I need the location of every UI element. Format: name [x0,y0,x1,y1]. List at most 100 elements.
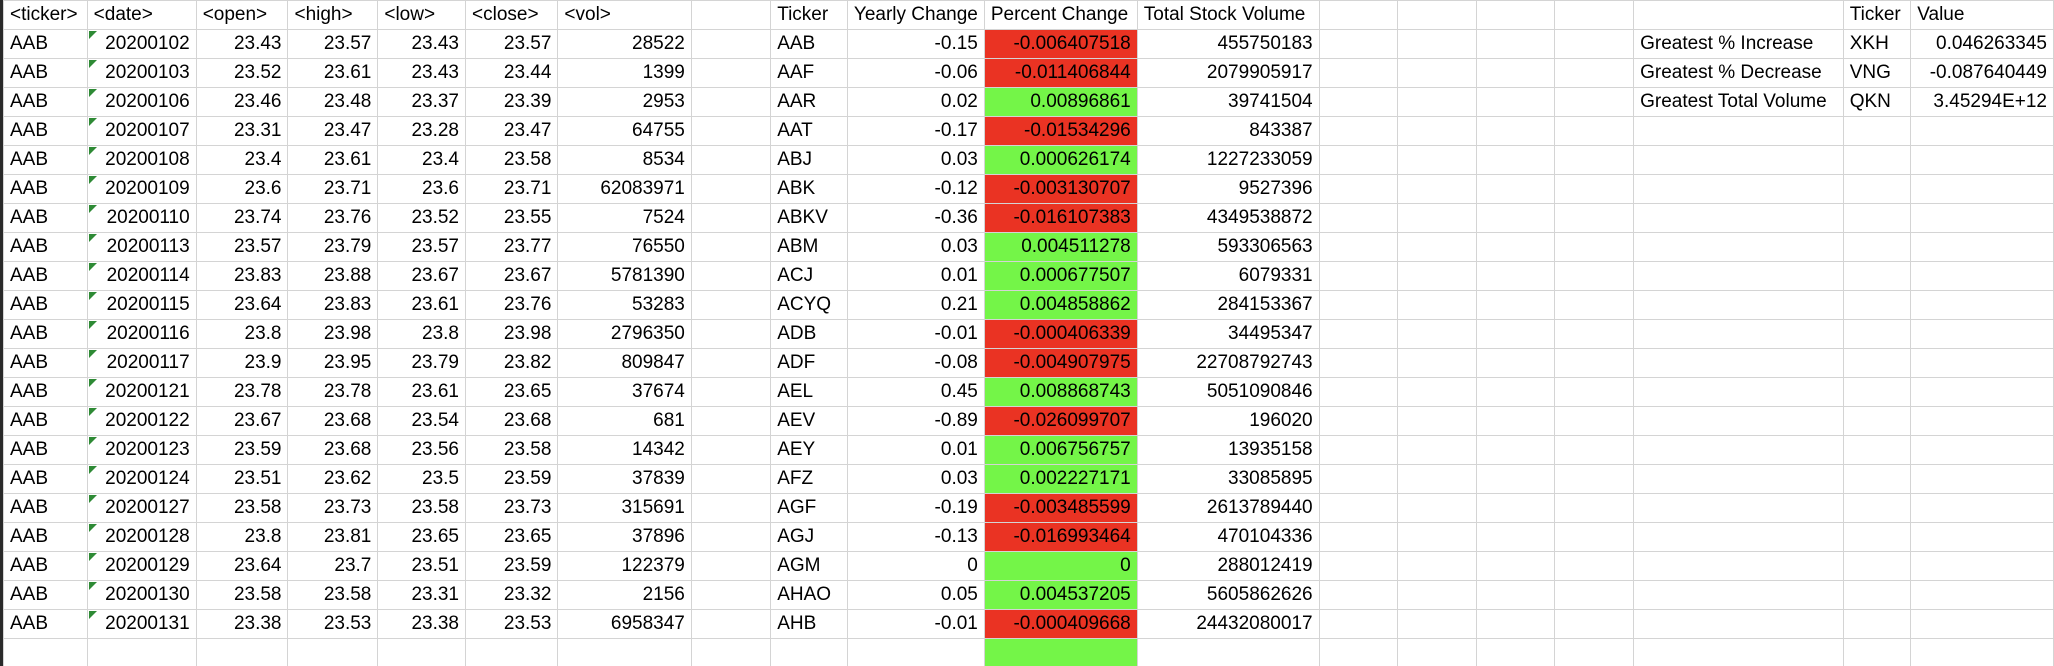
total-volume-cell[interactable]: 9527396 [1136,174,1320,204]
open-cell[interactable]: 23.8 [195,522,289,552]
vol-cell[interactable]: 28522 [557,29,692,59]
empty-cell[interactable] [690,203,772,233]
open-cell[interactable]: 23.31 [195,116,289,146]
empty-cell[interactable] [1910,464,2054,494]
high-cell[interactable]: 23.48 [287,87,379,117]
stat-label-cell[interactable]: Greatest % Increase [1633,29,1844,59]
empty-cell[interactable] [690,145,772,175]
close-cell[interactable]: 23.59 [464,551,559,581]
yearly-change-cell[interactable]: -0.06 [846,58,985,88]
ticker-cell[interactable]: AAB [3,203,88,233]
header-cell[interactable]: <high> [287,0,379,30]
summary-ticker-cell[interactable]: AAB [770,29,848,59]
vol-cell[interactable]: 62083971 [557,174,692,204]
open-cell[interactable]: 23.9 [195,348,289,378]
high-cell[interactable]: 23.7 [287,551,379,581]
date-cell[interactable]: 20200108 [86,145,197,175]
empty-cell[interactable] [1318,638,1399,666]
high-cell[interactable]: 23.47 [287,116,379,146]
vol-cell[interactable]: 315691 [557,493,692,523]
empty-cell[interactable] [1318,0,1399,30]
empty-cell[interactable] [1397,406,1477,436]
empty-cell[interactable] [1554,348,1635,378]
low-cell[interactable]: 23.52 [377,203,466,233]
yearly-change-cell[interactable]: 0.01 [846,435,985,465]
empty-cell[interactable] [1475,348,1556,378]
open-cell[interactable]: 23.58 [195,493,289,523]
high-cell[interactable]: 23.95 [287,348,379,378]
yearly-change-cell[interactable]: -0.01 [846,319,985,349]
empty-cell[interactable] [1554,638,1635,666]
yearly-change-cell[interactable]: -0.15 [846,29,985,59]
empty-cell[interactable] [690,609,772,639]
high-cell[interactable]: 23.79 [287,232,379,262]
empty-cell[interactable] [1475,0,1556,30]
yearly-change-cell[interactable]: -0.89 [846,406,985,436]
close-cell[interactable]: 23.39 [464,87,559,117]
empty-cell[interactable] [1910,638,2054,666]
empty-cell[interactable] [1397,580,1477,610]
empty-cell[interactable] [1554,377,1635,407]
yearly-change-cell[interactable]: -0.01 [846,609,985,639]
header-cell[interactable]: Total Stock Volume [1136,0,1320,30]
empty-cell[interactable] [1475,638,1556,666]
summary-ticker-cell[interactable]: ACJ [770,261,848,291]
empty-cell[interactable] [1554,551,1635,581]
yearly-change-cell[interactable]: -0.19 [846,493,985,523]
vol-cell[interactable]: 2796350 [557,319,692,349]
stat-ticker-cell[interactable]: XKH [1842,29,1912,59]
date-cell[interactable]: 20200102 [86,29,197,59]
summary-ticker-cell[interactable]: AAR [770,87,848,117]
ticker-cell[interactable]: AAB [3,377,88,407]
header-cell[interactable]: <date> [86,0,197,30]
ticker-cell[interactable]: AAB [3,232,88,262]
empty-cell[interactable] [1475,464,1556,494]
empty-cell[interactable] [1842,116,1912,146]
empty-cell[interactable] [1475,145,1556,175]
summary-ticker-cell[interactable]: ABJ [770,145,848,175]
total-volume-cell[interactable]: 843387 [1136,116,1320,146]
summary-ticker-cell[interactable]: ABKV [770,203,848,233]
total-volume-cell[interactable]: 288012419 [1136,551,1320,581]
percent-change-cell[interactable]: -0.016107383 [983,203,1138,233]
empty-cell[interactable] [690,58,772,88]
percent-change-cell[interactable]: -0.003485599 [983,493,1138,523]
summary-ticker-cell[interactable]: AAT [770,116,848,146]
percent-change-cell[interactable]: 0.00896861 [983,87,1138,117]
high-cell[interactable]: 23.58 [287,580,379,610]
empty-cell[interactable] [1554,435,1635,465]
empty-cell[interactable] [1397,203,1477,233]
open-cell[interactable]: 23.51 [195,464,289,494]
vol-cell[interactable]: 2156 [557,580,692,610]
high-cell[interactable]: 23.98 [287,319,379,349]
empty-cell[interactable] [1397,145,1477,175]
yearly-change-cell[interactable]: 0.45 [846,377,985,407]
empty-cell[interactable] [690,348,772,378]
empty-cell[interactable] [1318,319,1399,349]
date-cell[interactable]: 20200130 [86,580,197,610]
open-cell[interactable]: 23.52 [195,58,289,88]
empty-cell[interactable] [1554,609,1635,639]
vol-cell[interactable]: 681 [557,406,692,436]
empty-cell[interactable] [1842,493,1912,523]
empty-cell[interactable] [1318,522,1399,552]
empty-cell[interactable] [1910,435,2054,465]
empty-cell[interactable] [1318,493,1399,523]
low-cell[interactable]: 23.65 [377,522,466,552]
low-cell[interactable]: 23.43 [377,29,466,59]
empty-cell[interactable] [1318,29,1399,59]
empty-cell[interactable] [1318,290,1399,320]
empty-cell[interactable] [1554,464,1635,494]
date-cell[interactable]: 20200117 [86,348,197,378]
empty-cell[interactable] [690,261,772,291]
percent-change-cell[interactable]: 0.000677507 [983,261,1138,291]
low-cell[interactable]: 23.67 [377,261,466,291]
ticker-cell[interactable]: AAB [3,116,88,146]
empty-cell[interactable] [1842,203,1912,233]
empty-cell[interactable] [1842,406,1912,436]
empty-cell[interactable] [1475,406,1556,436]
yearly-change-cell[interactable]: 0 [846,551,985,581]
open-cell[interactable] [195,638,289,666]
empty-cell[interactable] [1842,551,1912,581]
date-cell[interactable]: 20200114 [86,261,197,291]
